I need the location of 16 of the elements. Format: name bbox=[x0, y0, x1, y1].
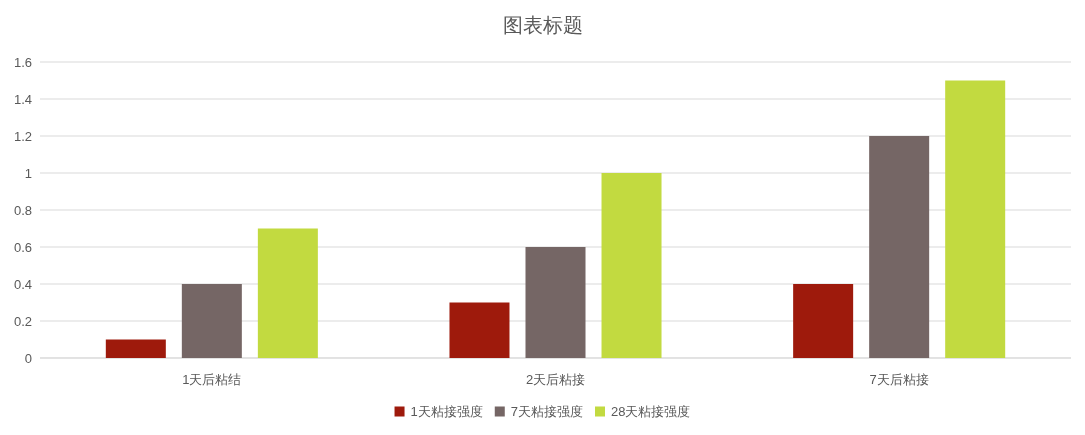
y-tick-label: 0.6 bbox=[13, 239, 32, 255]
x-tick-label: 2天后粘接 bbox=[525, 372, 586, 387]
x-tick-label: 7天后粘接 bbox=[869, 372, 929, 387]
y-tick-label: 0.4 bbox=[13, 276, 32, 292]
y-tick-label: 1.6 bbox=[13, 54, 32, 70]
y-tick-label: 0.8 bbox=[13, 202, 32, 218]
y-tick-label: 0.2 bbox=[13, 313, 32, 329]
legend-label: 7天粘接强度 bbox=[510, 404, 583, 419]
x-tick-label: 1天后粘结 bbox=[182, 372, 242, 387]
y-tick-label: 1.2 bbox=[13, 128, 32, 144]
legend-label: 1天粘接强度 bbox=[410, 404, 483, 419]
y-tick-label: 1.4 bbox=[13, 91, 32, 107]
title: 图表标题 bbox=[502, 14, 583, 36]
y-tick-label: 1 bbox=[24, 165, 32, 181]
legend-label: 28天粘接强度 bbox=[611, 404, 691, 419]
y-tick-label: 0 bbox=[24, 350, 32, 366]
